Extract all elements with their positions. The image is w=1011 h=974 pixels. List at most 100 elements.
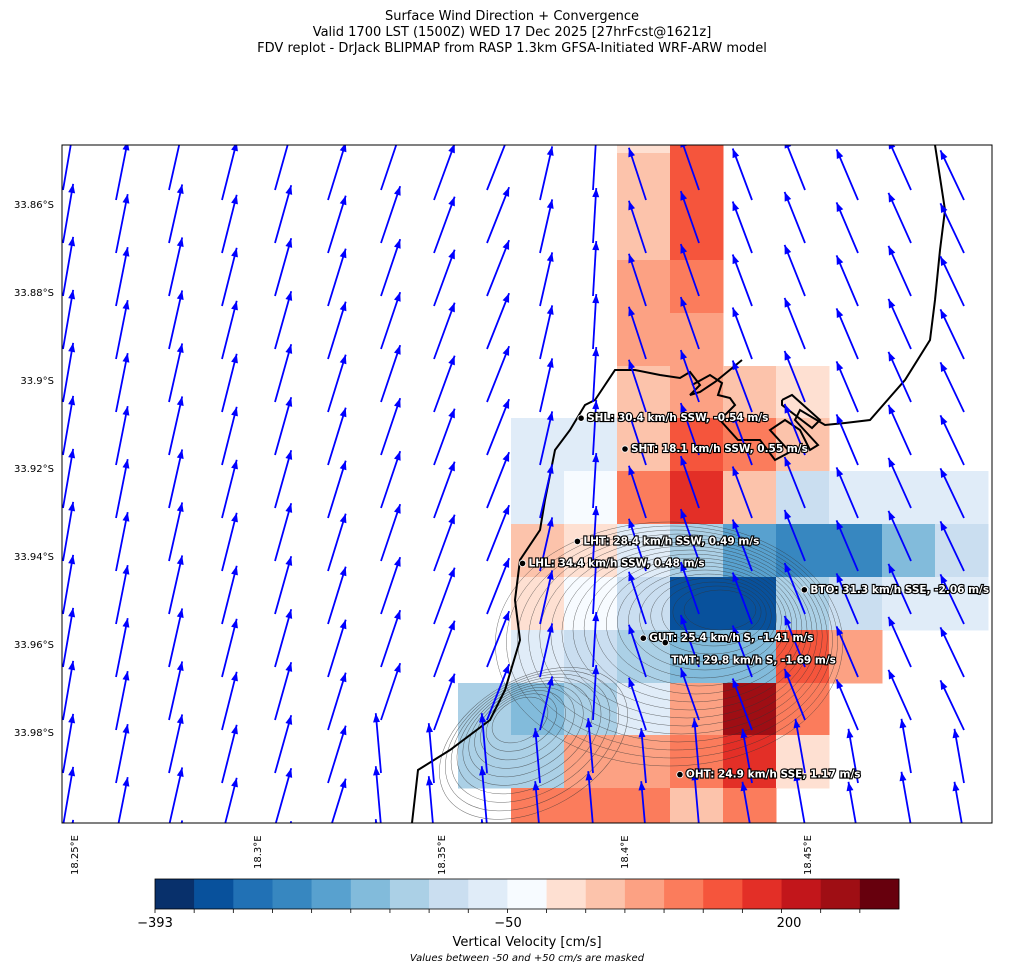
wind-arrow bbox=[679, 508, 700, 562]
wind-arrow bbox=[628, 518, 647, 572]
wind-arrow bbox=[486, 504, 510, 562]
station-dot[interactable] bbox=[639, 634, 647, 642]
terrain-contour bbox=[486, 693, 557, 752]
velocity-cell bbox=[723, 471, 777, 525]
wind-arrow bbox=[939, 255, 965, 307]
station-dot[interactable] bbox=[577, 414, 585, 422]
wind-arrow bbox=[62, 289, 76, 350]
station-marker[interactable]: LHT: 28.4 km/h SSW, 0.49 m/s bbox=[573, 534, 761, 549]
wind-arrow bbox=[628, 571, 647, 625]
wind-arrow bbox=[887, 192, 912, 244]
colorbar-tick-max: 200 bbox=[776, 916, 802, 931]
wind-arrow bbox=[168, 290, 184, 350]
velocity-cell bbox=[617, 313, 671, 367]
lon-tick-label: 18.3°E bbox=[253, 835, 265, 870]
station-marker[interactable]: BTO: 31.3 km/h SSE, -2.06 m/s bbox=[800, 583, 990, 597]
wind-arrow bbox=[486, 557, 510, 615]
velocity-cell bbox=[829, 524, 883, 578]
wind-arrow bbox=[168, 502, 184, 562]
wind-arrow bbox=[62, 554, 76, 615]
wind-arrow bbox=[835, 361, 859, 413]
wind-arrow bbox=[731, 678, 753, 731]
wind-arrow bbox=[731, 519, 753, 572]
wind-arrow bbox=[679, 190, 700, 244]
lat-tick-label: 33.88°S bbox=[14, 288, 54, 299]
wind-arrow bbox=[433, 408, 456, 466]
station-dot[interactable] bbox=[800, 586, 808, 594]
station-marker[interactable]: LHL: 34.4 km/h SSW, 0.48 m/s bbox=[518, 556, 706, 571]
wind-arrow bbox=[539, 199, 554, 254]
velocity-cell bbox=[670, 683, 724, 736]
velocity-cell bbox=[829, 577, 883, 631]
station-marker[interactable]: SHT: 18.1 km/h SSW, 0.55 m/s bbox=[621, 442, 809, 456]
station-dot[interactable] bbox=[676, 770, 684, 779]
wind-arrow bbox=[221, 671, 238, 731]
wind-arrow bbox=[274, 714, 293, 774]
lat-tick-label: 33.94°S bbox=[14, 552, 54, 563]
wind-arrow bbox=[846, 728, 859, 784]
lat-tick-label: 33.86°S bbox=[14, 200, 54, 211]
wind-arrow bbox=[592, 506, 600, 562]
velocity-cell bbox=[670, 577, 724, 631]
wind-arrow bbox=[486, 145, 506, 191]
wind-arrow bbox=[835, 202, 859, 254]
colorbar-bin bbox=[155, 879, 195, 909]
terrain-contour bbox=[444, 670, 620, 812]
station-marker[interactable]: SHL: 30.4 km/h SSW, -0.54 m/s bbox=[577, 411, 770, 425]
wind-arrow bbox=[115, 352, 130, 413]
terrain-contour bbox=[572, 549, 808, 711]
wind-arrow bbox=[180, 820, 184, 823]
station-dot[interactable] bbox=[518, 559, 527, 568]
wind-arrow bbox=[486, 663, 510, 721]
wind-arrow bbox=[115, 511, 130, 572]
lat-tick-label: 33.92°S bbox=[14, 464, 54, 475]
wind-arrow bbox=[486, 239, 510, 297]
terrain-contour bbox=[672, 585, 762, 639]
wind-arrow bbox=[480, 819, 484, 823]
station-dot[interactable] bbox=[661, 638, 669, 647]
wind-arrow bbox=[740, 781, 751, 823]
wind-arrow bbox=[486, 292, 510, 350]
wind-arrow bbox=[380, 185, 402, 244]
wind-arrow bbox=[539, 358, 554, 413]
wind-arrow bbox=[380, 450, 402, 509]
velocity-cell bbox=[617, 418, 671, 472]
velocity-cell bbox=[670, 260, 724, 314]
velocity-cell bbox=[670, 313, 724, 367]
wind-arrow bbox=[679, 667, 700, 721]
wind-arrow bbox=[327, 354, 347, 413]
lat-tick-label: 33.98°S bbox=[14, 728, 54, 739]
wind-arrow bbox=[486, 451, 510, 509]
colorbar-bin bbox=[350, 879, 391, 909]
wind-arrow bbox=[835, 308, 859, 360]
wind-arrow bbox=[380, 291, 402, 350]
wind-arrow bbox=[486, 398, 510, 456]
wind-arrow bbox=[479, 766, 488, 823]
wind-arrow bbox=[692, 824, 699, 879]
title-line-1: Surface Wind Direction + Convergence bbox=[384, 9, 640, 24]
station-dot[interactable] bbox=[573, 537, 582, 546]
station-marker[interactable]: GUT: 25.4 km/h S, -1.41 m/s bbox=[639, 631, 815, 645]
wind-arrow bbox=[887, 563, 912, 615]
colorbar-bin bbox=[585, 879, 626, 909]
wind-arrow bbox=[380, 662, 402, 721]
wind-arrow bbox=[731, 625, 753, 678]
wind-arrow bbox=[380, 145, 398, 191]
station-label: OHT: 24.9 km/h SSE, 1.17 m/s bbox=[686, 769, 861, 781]
wind-arrow bbox=[835, 149, 859, 201]
wind-arrow bbox=[793, 771, 806, 823]
lon-tick-label: 18.25°E bbox=[70, 835, 81, 876]
velocity-cell bbox=[935, 577, 989, 631]
wind-arrow bbox=[221, 512, 238, 572]
wind-arrow bbox=[168, 714, 184, 774]
velocity-cell bbox=[670, 153, 724, 261]
colorbar-tick-min: −393 bbox=[137, 916, 173, 931]
station-dot[interactable] bbox=[621, 445, 629, 453]
wind-arrow bbox=[274, 502, 293, 562]
station-marker[interactable]: TMT: 29.8 km/h S, -1.69 m/s bbox=[661, 638, 837, 668]
wind-arrow bbox=[539, 305, 554, 360]
station-marker[interactable]: OHT: 24.9 km/h SSE, 1.17 m/s bbox=[676, 767, 862, 782]
wind-arrow bbox=[731, 360, 753, 413]
velocity-cell bbox=[511, 418, 565, 472]
